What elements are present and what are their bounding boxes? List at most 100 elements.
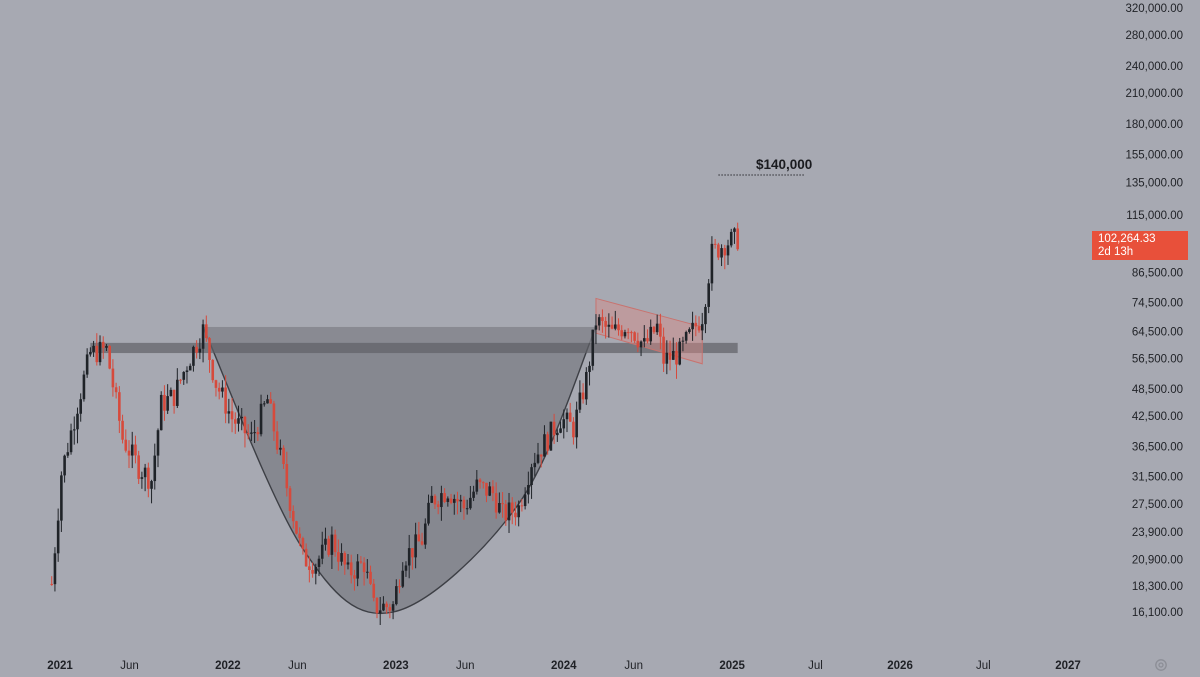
candle-body [530,467,533,486]
candle-body [230,411,234,420]
candle-body [585,371,588,400]
candle [427,494,430,526]
candle [143,463,147,492]
candle-body [118,392,121,421]
candle-body [382,603,385,611]
candle-body [504,504,508,521]
candle [201,319,205,363]
candle-body [311,569,314,574]
candle-body [346,562,350,565]
candle-body [253,432,256,434]
candle [717,242,720,261]
candle-body [639,341,643,348]
candle [262,400,266,407]
candle [433,494,437,510]
candle [488,481,491,497]
candle [291,505,295,529]
x-tick-label: Jun [288,660,307,672]
candle [401,562,405,589]
candle-body [520,505,524,507]
candle [208,337,211,373]
candle-body [649,326,653,342]
candle [108,344,111,370]
candle [153,443,157,490]
candle [681,336,685,352]
candle-body [114,387,118,393]
candle [330,526,334,570]
candle [298,527,301,547]
candle [372,578,376,602]
candle [121,414,124,444]
candle [517,500,520,527]
candle-body [317,558,321,567]
candle-body [423,523,427,545]
candle [565,408,569,433]
candle-body [430,495,434,503]
candle [588,361,591,386]
candle-body [92,345,95,352]
candle-body [279,447,282,450]
candle-body [562,419,566,429]
candle [671,337,675,360]
current-price-tag: 102,264.33 2d 13h [1092,231,1188,260]
candle-body [678,341,682,365]
time-axis[interactable]: 2021 Jun 2022 Jun 2023 Jun 2024 Jun 2025 Jul 2026 J… [47,660,1081,672]
candle-body [733,228,736,232]
candle-body [269,399,273,404]
candle-body [633,332,636,341]
candle-body [485,482,488,496]
candle [311,562,314,578]
candle-body [134,444,137,456]
candle [646,329,649,344]
candle-body [79,399,83,414]
candle-body [327,538,330,555]
candle [481,481,485,489]
candle [691,311,694,341]
candle [272,400,276,441]
candle [388,603,392,619]
candle-body [549,421,553,451]
candle-body [707,283,710,307]
candle-body [523,494,527,507]
candle [568,402,572,422]
x-tick-label: Jun [456,660,475,672]
candle-body [401,570,405,587]
candle-body [121,420,124,440]
candle [111,359,115,397]
candle [385,601,388,615]
candle-body [552,421,556,436]
candle [349,554,353,584]
candle-body [195,346,198,353]
candle [301,536,305,555]
candle [140,471,144,489]
y-tick-label: 36,500.00 [1132,442,1183,454]
candle [626,328,630,340]
candle-body [314,566,318,574]
candle-body [713,243,717,245]
candle-body [536,454,540,463]
candle [520,499,524,512]
candle [333,529,337,557]
candle-body [572,421,575,438]
candle [53,547,57,592]
candle [726,239,730,265]
settings-gear-icon[interactable] [1154,658,1168,672]
candle-body [636,340,640,348]
y-tick-label: 31,500.00 [1132,471,1183,483]
candle-body [124,439,128,451]
candle-body [375,597,379,614]
price-axis[interactable]: 320,000.00 280,000.00 240,000.00 210,000.00… [1125,3,1183,619]
candle-body [607,324,611,327]
candle-body [89,351,92,355]
y-tick-label: 18,300.00 [1132,581,1183,593]
candle [594,314,598,345]
candle [179,379,182,384]
candle [382,596,385,612]
x-tick-label: 2025 [719,660,745,672]
candle [147,462,150,498]
candle [85,348,89,378]
candle-body [404,565,408,571]
candle-body [588,365,591,372]
candle [72,416,76,445]
